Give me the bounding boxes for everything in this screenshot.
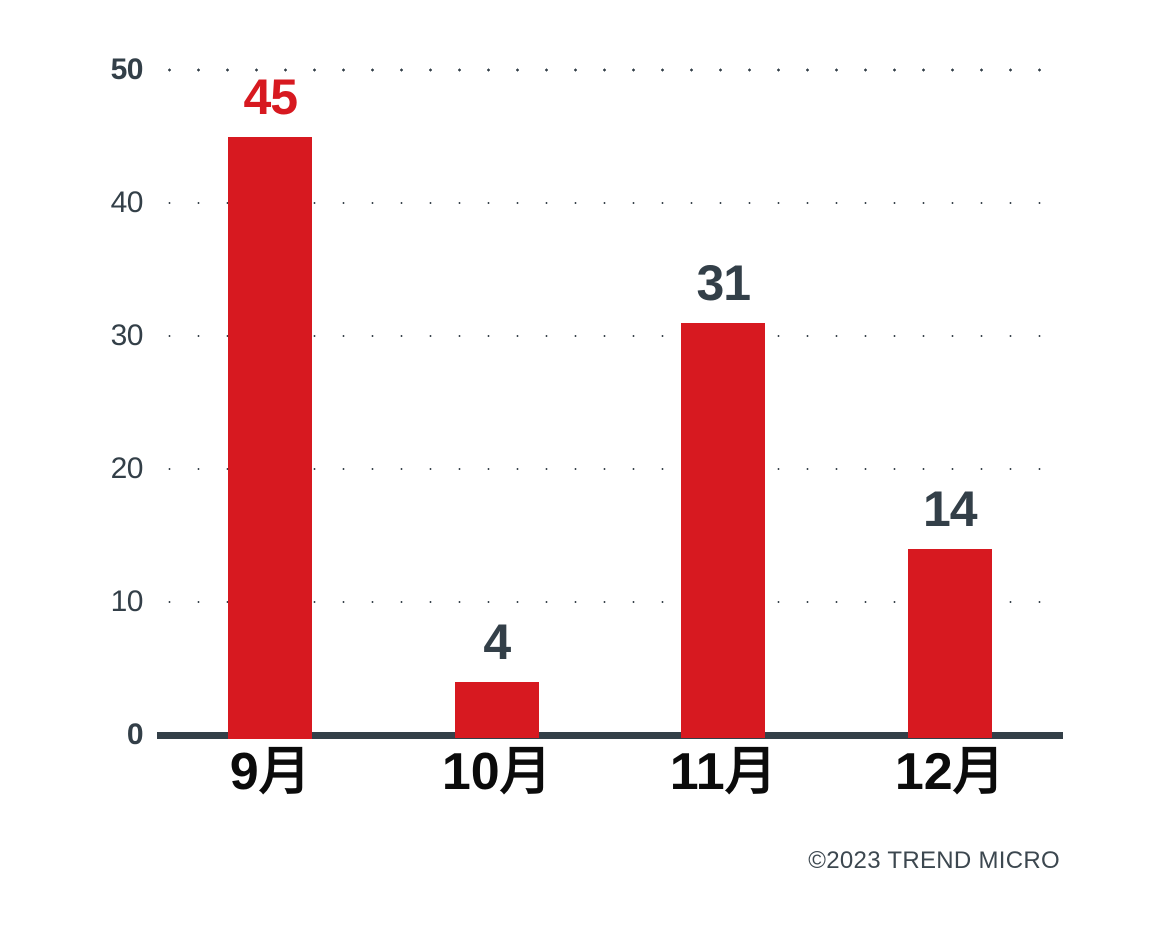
value-label-10月: 4 <box>483 613 511 670</box>
bar-12月 <box>907 548 992 739</box>
x-axis-label-12月: 12月 <box>894 743 1005 801</box>
y-axis-tick-50: 50 <box>110 53 144 86</box>
gridline-30 <box>155 333 1063 339</box>
value-label-12月: 14 <box>922 480 978 537</box>
gridline-50 <box>155 67 1063 73</box>
bar-10月 <box>454 681 539 739</box>
y-axis-tick-10: 10 <box>110 585 144 618</box>
x-axis-line <box>157 731 1063 739</box>
y-axis-tick-30: 30 <box>110 319 144 352</box>
bar-9月 <box>228 136 313 739</box>
copyright-text: ©2023 TREND MICRO <box>808 847 1060 874</box>
y-axis-tick-40: 40 <box>110 186 144 219</box>
x-axis-label-9月: 9月 <box>229 743 311 801</box>
y-axis-tick-0: 0 <box>126 718 144 751</box>
x-axis-label-11月: 11月 <box>669 743 777 801</box>
bar-11月 <box>681 322 766 739</box>
gridline-40 <box>155 200 1063 206</box>
value-label-11月: 31 <box>696 254 751 311</box>
gridline-10 <box>155 599 1063 605</box>
x-axis-label-10月: 10月 <box>441 743 552 801</box>
gridline-20 <box>155 466 1063 472</box>
y-axis-tick-20: 20 <box>110 452 144 485</box>
value-label-9月: 45 <box>243 68 298 125</box>
